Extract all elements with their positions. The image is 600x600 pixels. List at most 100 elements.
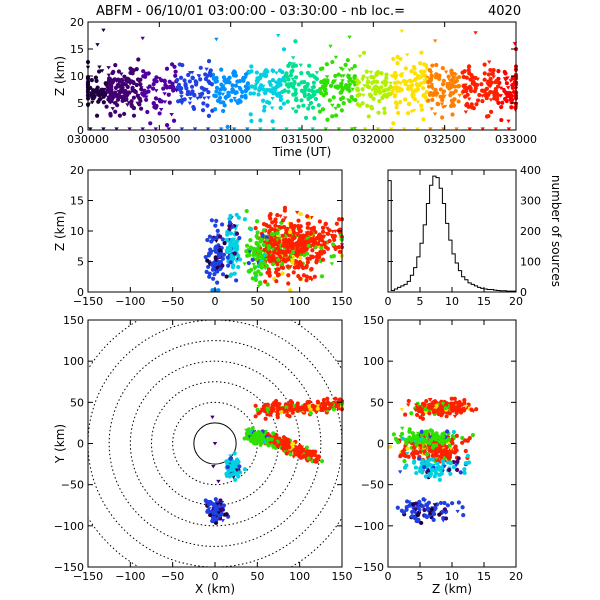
time-height-source — [129, 104, 134, 109]
time-height-source — [113, 62, 118, 68]
x-z-source — [275, 246, 280, 251]
time-height-source — [258, 72, 264, 77]
z-y-source — [414, 442, 419, 447]
x-z-source — [287, 229, 293, 235]
x-z-source — [234, 259, 239, 264]
time-height-source — [214, 89, 219, 94]
time-height-source — [502, 69, 507, 75]
x-z-source — [233, 227, 238, 232]
x-z-source — [304, 274, 310, 279]
plan-view-source — [253, 414, 258, 419]
x-z-source — [305, 256, 310, 261]
z-y-source — [460, 435, 465, 441]
time-height-source — [382, 80, 387, 85]
z-y-source — [411, 502, 416, 507]
time-height-source — [183, 82, 188, 87]
time-height-source — [393, 100, 398, 105]
z-y-source — [430, 431, 436, 437]
time-height-ground-source — [218, 127, 224, 131]
plan-view-source — [283, 443, 288, 448]
x-z-source — [320, 257, 326, 262]
plan-view-source — [263, 416, 268, 421]
z-y-source — [423, 429, 428, 435]
time-height-ground-source — [506, 127, 512, 131]
time-height-source — [333, 84, 338, 89]
z-y-source — [440, 458, 445, 464]
x-z-source — [234, 231, 240, 236]
time-height-source — [270, 119, 275, 124]
z-y-source — [418, 443, 423, 448]
time-height-source — [330, 103, 335, 108]
z-y-xtick-label: 20 — [509, 570, 523, 583]
time-height-source — [371, 75, 376, 80]
time-height-source — [368, 70, 374, 75]
plan-view-source — [205, 509, 210, 514]
time-height-source — [154, 75, 159, 80]
plan-view-source — [304, 445, 310, 450]
time-height-source — [421, 117, 426, 122]
time-height-source — [219, 67, 224, 72]
z-y-xtick-label: 10 — [445, 570, 459, 583]
time-height-ground-source — [179, 127, 185, 131]
time-height-source — [325, 117, 330, 122]
time-height-source — [429, 73, 434, 78]
z-y-source — [426, 506, 431, 511]
time-height-source — [211, 76, 216, 80]
time-height-source — [268, 89, 274, 94]
x-z-xtick-label: 0 — [212, 295, 219, 308]
plan-view-source — [285, 413, 290, 418]
time-height-outlier — [101, 28, 106, 33]
time-height-source — [221, 108, 226, 114]
x-z-source — [276, 272, 281, 277]
time-height-source — [162, 100, 168, 104]
time-height-source — [448, 93, 453, 98]
z-y-source — [427, 435, 433, 439]
time-height-source — [131, 80, 136, 85]
z-y-source — [451, 465, 457, 470]
z-y-source — [450, 437, 455, 442]
time-height-source — [296, 104, 301, 109]
time-height-source — [116, 90, 121, 94]
z-y-source — [427, 402, 432, 407]
time-height-source — [456, 99, 461, 104]
z-y-source — [446, 460, 451, 465]
z-y-source — [405, 446, 410, 451]
z-y-source — [427, 441, 432, 446]
plan-view-source — [284, 405, 289, 410]
time-height-source — [117, 92, 123, 96]
x-z-source — [225, 255, 230, 260]
x-z-source — [205, 258, 210, 263]
time-height-source — [310, 105, 316, 110]
time-height-source — [453, 73, 458, 77]
time-height-source — [220, 85, 226, 90]
z-y-source — [437, 472, 442, 477]
x-z-ytick-label: 20 — [70, 164, 84, 177]
z-y-source — [422, 498, 427, 503]
time-height-source — [340, 68, 345, 72]
time-height-source — [403, 97, 408, 102]
time-height-source — [331, 95, 336, 100]
time-height-source — [130, 71, 135, 76]
time-height-source — [425, 80, 431, 85]
z-y-source — [450, 408, 455, 413]
time-height-source — [461, 89, 466, 94]
time-height-xtick-label: 030500 — [138, 133, 180, 146]
x-z-source — [261, 228, 266, 233]
time-height-source — [248, 112, 253, 117]
plan-view-source — [315, 406, 320, 411]
x-z-source — [310, 248, 315, 253]
time-height-source — [281, 101, 286, 106]
time-height-source — [189, 84, 195, 89]
z-y-source — [446, 437, 451, 442]
time-height-source — [419, 50, 424, 55]
plan-view-source — [258, 431, 263, 436]
x-z-source — [304, 278, 309, 283]
time-height-source — [120, 98, 125, 103]
z-y-source — [406, 403, 411, 407]
time-height-outlier — [328, 44, 333, 49]
time-height-source — [394, 105, 399, 110]
time-height-ground-source — [310, 127, 315, 131]
z-y-source — [455, 459, 460, 464]
z-y-source — [450, 501, 455, 506]
time-height-source — [169, 62, 175, 67]
